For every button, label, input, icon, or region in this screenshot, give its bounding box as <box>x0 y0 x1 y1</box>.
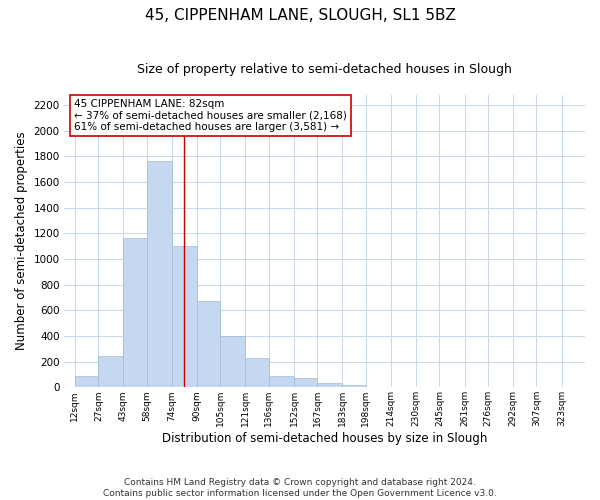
Bar <box>245 358 269 388</box>
Bar <box>343 384 366 388</box>
Bar <box>75 376 98 388</box>
Bar <box>317 383 343 388</box>
Bar <box>147 162 172 388</box>
Bar <box>294 378 317 388</box>
Text: 45 CIPPENHAM LANE: 82sqm
← 37% of semi-detached houses are smaller (2,168)
61% o: 45 CIPPENHAM LANE: 82sqm ← 37% of semi-d… <box>74 99 347 132</box>
Bar <box>172 246 197 388</box>
Bar <box>197 302 220 388</box>
Title: Size of property relative to semi-detached houses in Slough: Size of property relative to semi-detach… <box>137 62 512 76</box>
Bar <box>220 336 245 388</box>
Bar <box>124 238 147 388</box>
X-axis label: Distribution of semi-detached houses by size in Slough: Distribution of semi-detached houses by … <box>162 432 487 445</box>
Text: 45, CIPPENHAM LANE, SLOUGH, SL1 5BZ: 45, CIPPENHAM LANE, SLOUGH, SL1 5BZ <box>145 8 455 22</box>
Bar <box>98 356 124 388</box>
Y-axis label: Number of semi-detached properties: Number of semi-detached properties <box>15 132 28 350</box>
Text: Contains HM Land Registry data © Crown copyright and database right 2024.
Contai: Contains HM Land Registry data © Crown c… <box>103 478 497 498</box>
Bar <box>269 376 294 388</box>
